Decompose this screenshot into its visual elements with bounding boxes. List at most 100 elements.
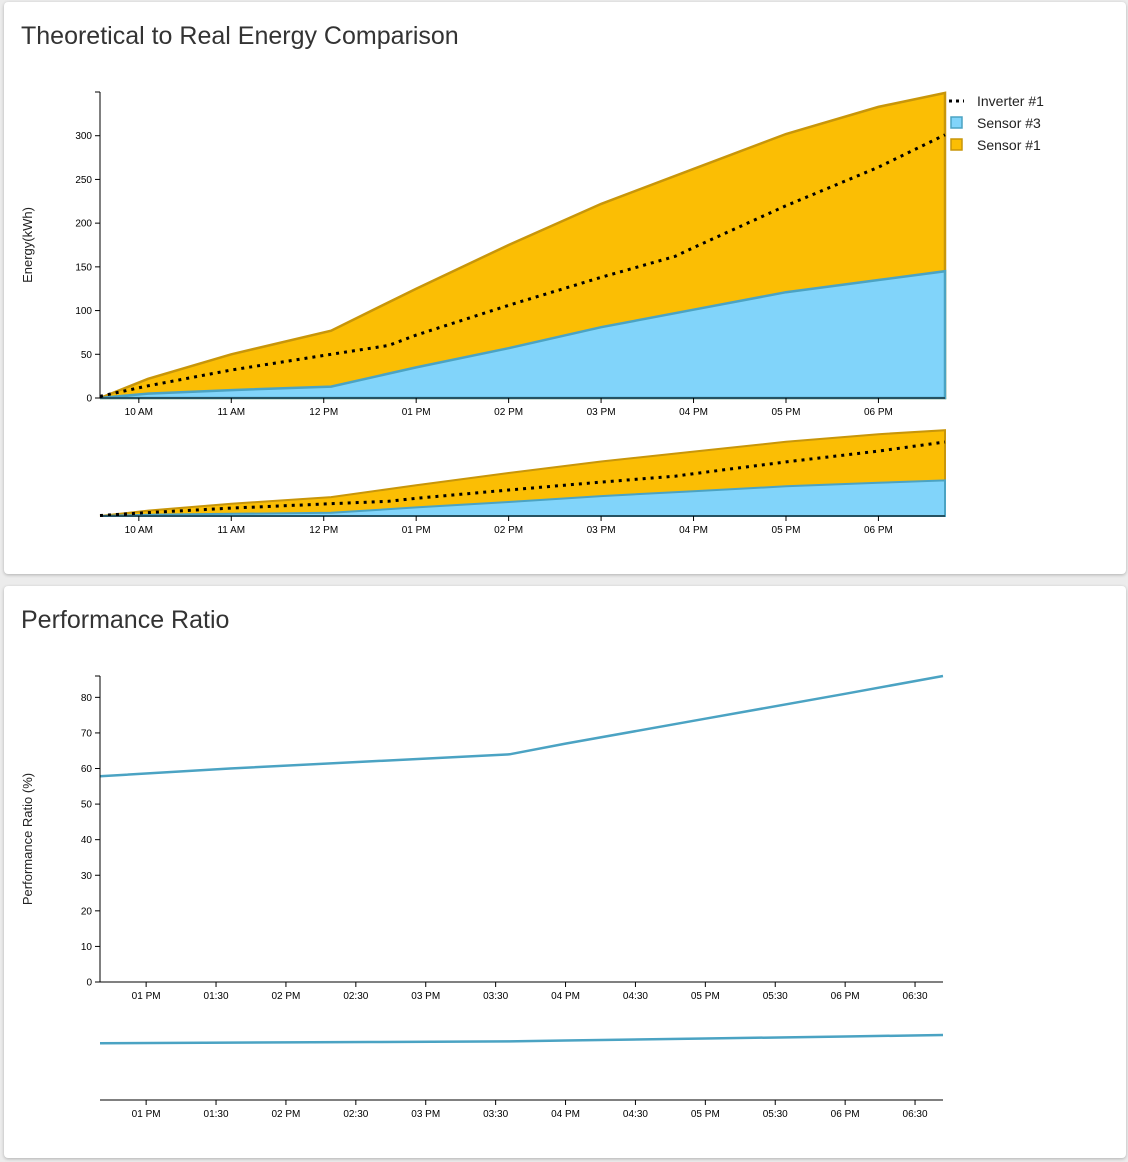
energy-y-tick-label: 250 — [75, 175, 92, 186]
legend-label: Sensor #3 — [977, 115, 1041, 131]
energy-x-tick: 01 PM — [402, 398, 431, 418]
energy-x-tick: 12 PM — [309, 398, 338, 418]
legend-swatch — [950, 116, 963, 129]
energy-overview-x-tick-label: 01 PM — [402, 525, 431, 536]
energy-x-tick-label: 10 AM — [125, 407, 153, 418]
pr-overview-x-tick: 01 PM — [132, 1100, 161, 1120]
energy-overview-plot: 10 AM 11 AM 12 PM 01 PM 02 PM 03 PM 04 PM 05 PM… — [99, 429, 946, 536]
pr-overview-x-tick: 05 PM — [691, 1100, 720, 1120]
pr-overview-x-tick: 05:30 — [763, 1100, 788, 1120]
pr-x-tick-label: 03:30 — [483, 991, 508, 1002]
pr-x-tick: 01:30 — [204, 982, 229, 1002]
pr-overview-x-tick: 02:30 — [343, 1100, 369, 1120]
performance-ratio-line — [99, 674, 944, 778]
energy-x-tick-label: 01 PM — [402, 407, 431, 418]
energy-overview-x-tick: 03 PM — [587, 516, 616, 536]
pr-overview-x-tick-label: 01 PM — [132, 1109, 161, 1120]
overview-inverter-1-line — [99, 440, 946, 517]
pr-overview-x-tick: 03:30 — [483, 1100, 509, 1120]
pr-y-tick-label: 80 — [81, 693, 93, 704]
pr-y-tick: 0 — [86, 978, 100, 989]
pr-x-tick: 06:30 — [903, 982, 928, 1002]
energy-comparison-card: Theoretical to Real Energy Comparison 10… — [4, 2, 1126, 574]
performance-ratio-chart: 01 PM 01:30 02 PM 02:30 03 PM 03:30 04 PM 04:30… — [20, 674, 944, 1120]
pr-overview-x-tick-label: 03 PM — [411, 1109, 440, 1120]
energy-main-plot: 10 AM 11 AM 12 PM 01 PM 02 PM 03 PM 04 PM 05 PM… — [75, 91, 947, 418]
pr-x-tick-label: 04 PM — [551, 991, 580, 1002]
pr-x-tick: 05 PM — [691, 982, 720, 1002]
pr-y-tick-label: 40 — [81, 835, 93, 846]
energy-legend: Inverter #1 Sensor #3 Sensor #1 — [949, 93, 1044, 153]
pr-y-tick-label: 0 — [86, 978, 92, 989]
pr-y-tick: 80 — [81, 693, 100, 704]
pr-overview-x-tick: 06:30 — [903, 1100, 928, 1120]
energy-y-tick: 0 — [86, 394, 100, 405]
energy-overview-x-tick-label: 11 AM — [217, 525, 245, 536]
pr-overview-x-tick-label: 02:30 — [343, 1109, 368, 1120]
energy-x-tick: 11 AM — [217, 398, 245, 418]
pr-x-tick: 04 PM — [551, 982, 580, 1002]
pr-y-tick-label: 20 — [81, 906, 93, 917]
energy-overview-x-tick: 04 PM — [679, 516, 708, 536]
energy-x-tick: 10 AM — [125, 398, 153, 418]
pr-y-tick-label: 50 — [81, 800, 93, 811]
energy-y-tick: 150 — [75, 262, 100, 273]
legend-swatch — [950, 138, 963, 151]
pr-overview-x-tick-label: 05 PM — [691, 1109, 720, 1120]
energy-overview-x-tick-label: 04 PM — [679, 525, 708, 536]
pr-overview-x-tick: 03 PM — [411, 1100, 440, 1120]
pr-x-tick: 04:30 — [623, 982, 648, 1002]
pr-y-tick-label: 60 — [81, 764, 93, 775]
pr-x-tick: 02 PM — [271, 982, 300, 1002]
pr-card-title: Performance Ratio — [21, 606, 230, 634]
pr-x-tick: 01 PM — [132, 982, 161, 1002]
overview-performance-ratio-line — [99, 1033, 944, 1045]
pr-overview-x-tick: 04:30 — [623, 1100, 648, 1120]
energy-y-tick: 200 — [75, 219, 100, 230]
energy-y-tick: 250 — [75, 175, 100, 186]
energy-overview-x-tick: 12 PM — [309, 516, 338, 536]
energy-overview-x-tick-label: 02 PM — [494, 525, 523, 536]
pr-overview-x-tick: 06 PM — [831, 1100, 860, 1120]
pr-y-tick: 10 — [81, 942, 100, 953]
pr-x-tick-label: 02:30 — [343, 991, 368, 1002]
pr-x-tick: 05:30 — [763, 982, 788, 1002]
legend-label: Inverter #1 — [977, 93, 1044, 109]
energy-overview-x-tick-label: 10 AM — [125, 525, 153, 536]
pr-overview-x-tick-label: 04:30 — [623, 1109, 648, 1120]
energy-x-tick-label: 05 PM — [772, 407, 801, 418]
pr-x-tick: 06 PM — [831, 982, 860, 1002]
energy-x-tick: 02 PM — [494, 398, 523, 418]
energy-x-tick-label: 11 AM — [217, 407, 245, 418]
energy-overview-x-tick-label: 05 PM — [772, 525, 801, 536]
overview-sensor-3-area — [99, 479, 946, 517]
pr-x-tick-label: 02 PM — [271, 991, 300, 1002]
pr-x-tick-label: 06 PM — [831, 991, 860, 1002]
energy-y-axis-label: Energy(kWh) — [20, 207, 35, 283]
energy-y-tick: 50 — [81, 350, 100, 361]
pr-y-tick: 40 — [81, 835, 100, 846]
energy-x-tick: 04 PM — [679, 398, 708, 418]
energy-overview-x-tick-label: 06 PM — [864, 525, 893, 536]
pr-overview-x-tick: 04 PM — [551, 1100, 580, 1120]
pr-overview-x-tick-label: 05:30 — [763, 1109, 788, 1120]
energy-x-tick-label: 12 PM — [309, 407, 338, 418]
legend-item: Inverter #1 — [949, 93, 1044, 109]
legend-item: Sensor #3 — [950, 115, 1041, 131]
pr-overview-x-tick: 02 PM — [271, 1100, 300, 1120]
pr-x-tick-label: 01:30 — [204, 991, 229, 1002]
energy-overview-x-tick-label: 03 PM — [587, 525, 616, 536]
energy-y-tick-label: 100 — [75, 306, 92, 317]
sensor-3-area — [99, 269, 947, 400]
pr-y-tick-label: 10 — [81, 942, 93, 953]
pr-overview-x-tick-label: 04 PM — [551, 1109, 580, 1120]
energy-y-tick: 300 — [75, 131, 100, 142]
energy-x-tick-label: 06 PM — [864, 407, 893, 418]
pr-y-tick: 30 — [81, 871, 100, 882]
energy-overview-x-tick: 01 PM — [402, 516, 431, 536]
pr-x-tick-label: 01 PM — [132, 991, 161, 1002]
energy-card-title: Theoretical to Real Energy Comparison — [21, 22, 459, 50]
pr-main-plot: 01 PM 01:30 02 PM 02:30 03 PM 03:30 04 PM 04:30… — [81, 674, 944, 1002]
pr-x-tick-label: 04:30 — [623, 991, 648, 1002]
pr-overview-x-tick-label: 06 PM — [831, 1109, 860, 1120]
